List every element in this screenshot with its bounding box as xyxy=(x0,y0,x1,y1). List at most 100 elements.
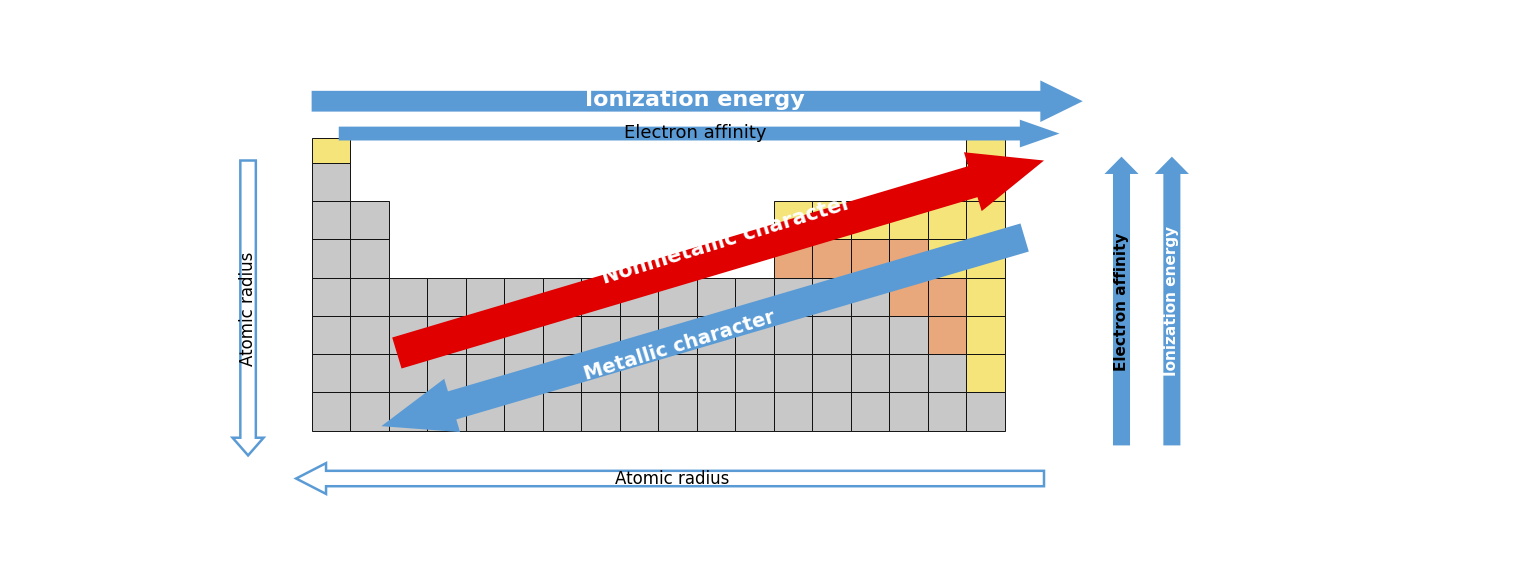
Bar xyxy=(311,239,351,278)
Bar xyxy=(890,316,928,354)
Bar xyxy=(774,393,812,430)
Bar xyxy=(427,354,466,393)
Bar xyxy=(311,138,351,163)
Bar xyxy=(890,354,928,393)
Bar xyxy=(928,316,967,354)
Bar xyxy=(735,316,774,354)
Bar xyxy=(812,393,850,430)
Bar xyxy=(774,239,812,278)
Bar xyxy=(311,393,351,430)
Bar xyxy=(659,316,697,354)
Bar xyxy=(928,393,967,430)
Bar xyxy=(351,316,389,354)
Bar xyxy=(542,316,581,354)
Bar xyxy=(735,278,774,316)
Bar xyxy=(542,278,581,316)
Bar xyxy=(620,354,659,393)
Bar xyxy=(504,393,542,430)
Bar xyxy=(967,393,1005,430)
Bar xyxy=(659,278,697,316)
Bar xyxy=(581,278,620,316)
Bar xyxy=(890,201,928,239)
Bar xyxy=(928,354,967,393)
Bar xyxy=(812,239,850,278)
Bar xyxy=(389,393,427,430)
Bar xyxy=(351,239,389,278)
Text: Atomic radius: Atomic radius xyxy=(614,470,729,487)
Bar xyxy=(389,278,427,316)
Bar xyxy=(620,278,659,316)
Bar xyxy=(774,201,812,239)
Bar xyxy=(351,354,389,393)
Bar xyxy=(735,393,774,430)
Text: Nonmetallic character: Nonmetallic character xyxy=(599,192,853,288)
Bar xyxy=(659,393,697,430)
Bar xyxy=(735,354,774,393)
Bar xyxy=(812,201,850,239)
FancyArrow shape xyxy=(296,463,1043,494)
Bar xyxy=(311,316,351,354)
Bar xyxy=(850,278,890,316)
Bar xyxy=(850,354,890,393)
Bar xyxy=(697,278,735,316)
Bar xyxy=(620,393,659,430)
Text: Ionization energy: Ionization energy xyxy=(585,91,806,110)
Bar xyxy=(427,316,466,354)
Text: Electron affinity: Electron affinity xyxy=(624,124,766,142)
Text: Electron affinity: Electron affinity xyxy=(1114,232,1129,371)
Bar xyxy=(581,316,620,354)
Bar xyxy=(697,354,735,393)
Bar xyxy=(389,354,427,393)
Bar xyxy=(890,278,928,316)
Bar xyxy=(351,278,389,316)
Bar xyxy=(967,163,1005,201)
Bar xyxy=(697,316,735,354)
Bar xyxy=(466,316,504,354)
Bar xyxy=(427,278,466,316)
Bar xyxy=(466,393,504,430)
Bar xyxy=(850,316,890,354)
Bar xyxy=(427,393,466,430)
Bar xyxy=(774,278,812,316)
Bar xyxy=(928,201,967,239)
Bar xyxy=(967,278,1005,316)
Bar xyxy=(967,201,1005,239)
FancyArrow shape xyxy=(233,161,264,455)
Bar xyxy=(697,393,735,430)
Bar xyxy=(850,201,890,239)
FancyArrow shape xyxy=(339,120,1060,148)
Bar xyxy=(389,316,427,354)
Bar xyxy=(774,354,812,393)
Bar xyxy=(928,239,967,278)
Bar xyxy=(812,354,850,393)
Bar xyxy=(311,278,351,316)
FancyArrow shape xyxy=(392,152,1043,369)
Bar xyxy=(812,278,850,316)
Bar xyxy=(659,354,697,393)
Bar xyxy=(967,138,1005,163)
FancyArrow shape xyxy=(381,223,1030,432)
Bar xyxy=(311,163,351,201)
Bar xyxy=(774,316,812,354)
Text: Metallic character: Metallic character xyxy=(582,307,778,383)
Bar xyxy=(581,354,620,393)
Bar xyxy=(542,354,581,393)
Bar xyxy=(466,278,504,316)
Bar xyxy=(967,316,1005,354)
Bar xyxy=(311,201,351,239)
Bar xyxy=(542,393,581,430)
FancyArrow shape xyxy=(1155,157,1189,445)
Bar xyxy=(351,201,389,239)
Bar xyxy=(967,239,1005,278)
Bar xyxy=(504,354,542,393)
Bar xyxy=(890,239,928,278)
Bar xyxy=(504,316,542,354)
Bar xyxy=(311,354,351,393)
Text: Atomic radius: Atomic radius xyxy=(239,251,257,366)
Bar xyxy=(850,393,890,430)
Bar xyxy=(466,354,504,393)
Bar xyxy=(504,278,542,316)
Bar xyxy=(351,393,389,430)
Bar xyxy=(850,239,890,278)
Bar xyxy=(890,393,928,430)
